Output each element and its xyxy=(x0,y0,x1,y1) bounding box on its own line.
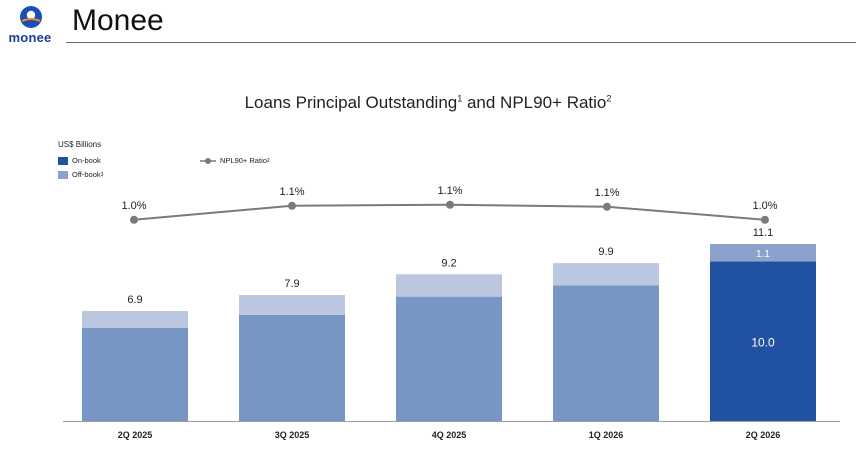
chart-title-middle: and NPL90+ Ratio xyxy=(462,93,607,112)
logo-text: monee xyxy=(8,30,52,45)
npl-ratio-label: 1.1% xyxy=(437,185,462,197)
legend-npl: NPL90+ Ratio 2 xyxy=(200,156,270,165)
x-tick-label: 1Q 2026 xyxy=(589,430,624,440)
npl-ratio-point xyxy=(446,200,454,209)
legend-on-book: On-book xyxy=(58,156,101,165)
legend-swatch-off-book xyxy=(58,170,68,179)
legend-label-npl: NPL90+ Ratio xyxy=(220,156,267,165)
bar-on-book xyxy=(396,296,502,421)
npl-ratio-label: 1.0% xyxy=(752,200,777,212)
npl-ratio-label: 1.0% xyxy=(121,200,146,212)
units-label: US$ Billions xyxy=(58,140,102,149)
npl-ratio-point xyxy=(603,202,611,211)
npl-ratio-point xyxy=(761,215,769,224)
legend-footnote-npl: 2 xyxy=(266,157,270,164)
segment-label-on-book: 10.0 xyxy=(751,335,775,349)
x-tick-label: 4Q 2025 xyxy=(432,430,467,440)
bar-on-book xyxy=(553,285,659,421)
page-title: Monee xyxy=(72,4,164,37)
bar-on-book xyxy=(710,261,816,421)
bar-total-label: 9.2 xyxy=(441,257,456,269)
chart-title-footnote-1: 1 xyxy=(457,93,463,104)
x-tick-label: 2Q 2025 xyxy=(118,430,153,440)
monee-logo-icon xyxy=(20,6,42,28)
bar-total-label: 7.9 xyxy=(284,278,299,290)
bar-off-book xyxy=(82,310,188,328)
legend-swatch-on-book xyxy=(58,156,68,165)
bar-off-book xyxy=(396,274,502,297)
bar-off-book xyxy=(553,263,659,286)
segment-label-off-book: 1.1 xyxy=(756,249,770,260)
chart-title: Loans Principal Outstanding1 and NPL90+ … xyxy=(0,93,856,113)
bar-on-book xyxy=(82,327,188,421)
x-tick-label: 2Q 2026 xyxy=(746,430,781,440)
header: monee Monee xyxy=(0,0,856,48)
chart-title-footnote-2: 2 xyxy=(606,93,612,104)
bar-total-label: 6.9 xyxy=(127,294,142,306)
legend-off-book: Off-book 3 xyxy=(58,170,103,179)
npl-ratio-label: 1.1% xyxy=(594,187,619,199)
npl-ratio-point xyxy=(288,201,296,210)
legend-footnote-off-book: 3 xyxy=(100,171,104,178)
npl-ratio-label: 1.1% xyxy=(279,186,304,198)
bar-on-book xyxy=(239,314,345,421)
bar-total-label: 11.1 xyxy=(753,227,774,239)
bar-total-label: 9.9 xyxy=(598,246,613,258)
legend-line-marker-icon xyxy=(200,157,216,164)
bar-off-book xyxy=(710,244,816,262)
npl-ratio-point xyxy=(130,215,138,224)
legend-label-off-book: Off-book xyxy=(72,170,101,179)
header-divider xyxy=(66,42,856,43)
bar-off-book xyxy=(239,295,345,315)
legend-label-on-book: On-book xyxy=(72,156,101,165)
x-tick-label: 3Q 2025 xyxy=(275,430,310,440)
chart-title-main: Loans Principal Outstanding xyxy=(244,93,458,112)
